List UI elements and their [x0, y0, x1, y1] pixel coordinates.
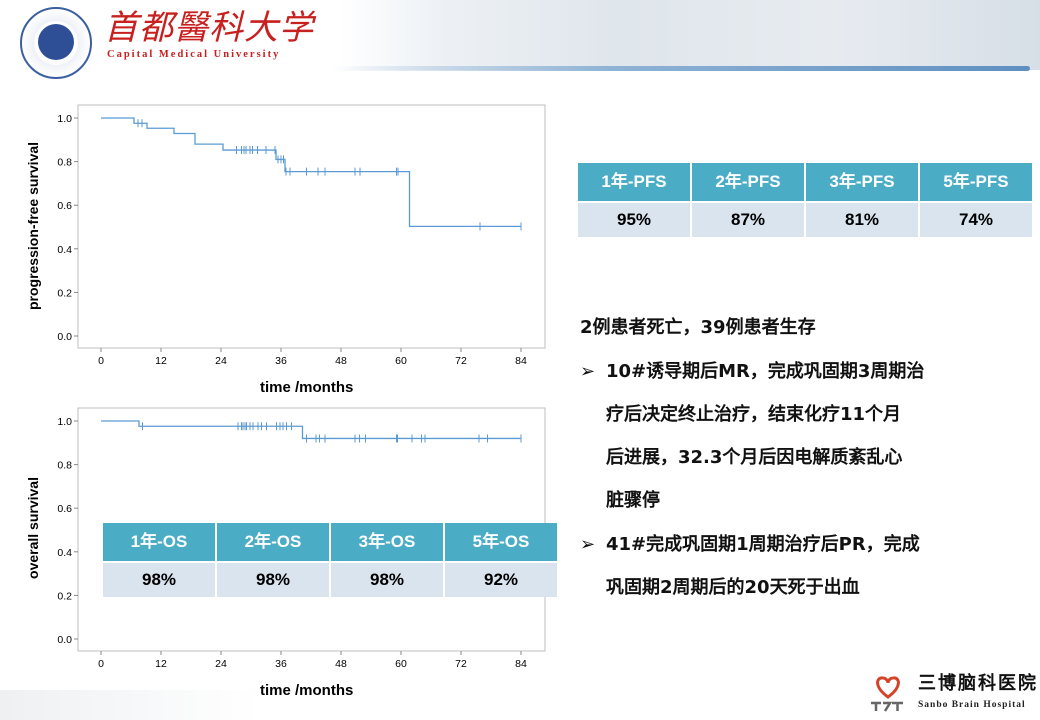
hospital-name-cn: 三博脑科医院 [918, 673, 1038, 693]
bullet-1-text: 10#诱导期后MR，完成巩固期3周期治 [606, 361, 925, 382]
x-tick-label: 24 [215, 658, 227, 670]
x-tick-label: 72 [455, 355, 467, 367]
os-table: 1年-OS 2年-OS 3年-OS 5年-OS 98% 98% 98% 92% [103, 523, 559, 597]
x-tick-label: 60 [395, 658, 407, 670]
y-tick-label: 0.2 [57, 287, 72, 299]
header-photo-banner [340, 0, 1040, 70]
y-tick-label: 1.0 [57, 416, 72, 428]
survival-curve [101, 420, 521, 440]
pfs-value-5y: 74% [919, 202, 1034, 237]
x-tick-label: 0 [98, 355, 104, 367]
y-tick-label: 0.6 [57, 200, 72, 212]
x-tick-label: 0 [98, 658, 104, 670]
survival-curve [101, 117, 521, 227]
x-tick-label: 48 [335, 355, 347, 367]
os-value-1y: 98% [103, 562, 217, 597]
sanbo-hospital-logo [871, 676, 903, 712]
os-value-5y: 92% [444, 562, 559, 597]
hospital-name-en: Sanbo Brain Hospital [918, 700, 1026, 710]
pfs-value-3y: 81% [805, 202, 920, 237]
x-tick-label: 36 [275, 355, 287, 367]
bullet-1-line-1: ➢ 10#诱导期后MR，完成巩固期3周期治 [580, 360, 924, 384]
pfs-header-2y: 2年-PFS [691, 163, 806, 203]
pfs-header-1y: 1年-PFS [578, 163, 692, 203]
bullet-1-line-3: 后进展，32.3个月后因电解质紊乱心 [606, 447, 903, 468]
header-divider [330, 66, 1030, 71]
summary-text: 2例患者死亡，39例患者生存 [580, 317, 816, 338]
pfs-x-axis-label: time /months [260, 379, 354, 396]
y-tick-label: 0.8 [57, 460, 72, 472]
x-tick-label: 72 [455, 658, 467, 670]
pfs-y-axis-label: progression-free survival [25, 141, 41, 311]
os-y-axis-label: overall survival [25, 477, 41, 579]
bullet-2-text: 41#完成巩固期1周期治疗后PR，完成 [606, 534, 920, 555]
emblem-center [38, 24, 74, 60]
os-header-2y: 2年-OS [216, 523, 331, 563]
x-tick-label: 24 [215, 355, 227, 367]
y-tick-label: 0.0 [57, 331, 72, 343]
university-name-cn: 首都醫科大学 [104, 8, 314, 48]
bullet-2-line-1: ➢ 41#完成巩固期1周期治疗后PR，完成 [580, 533, 920, 557]
y-tick-label: 0.6 [57, 503, 72, 515]
pfs-value-2y: 87% [691, 202, 806, 237]
x-tick-label: 12 [155, 658, 167, 670]
x-tick-label: 84 [515, 658, 527, 670]
pfs-value-1y: 95% [578, 202, 692, 237]
x-tick-label: 84 [515, 355, 527, 367]
y-tick-label: 0.8 [57, 157, 72, 169]
bullet-arrow-icon: ➢ [580, 361, 596, 382]
os-x-axis-label: time /months [260, 682, 354, 699]
y-tick-label: 0.4 [57, 547, 72, 559]
bullet-2-line-2: 巩固期2周期后的20天死于出血 [606, 577, 860, 598]
bullet-1-line-4: 脏骤停 [606, 490, 660, 511]
y-tick-label: 1.0 [57, 113, 72, 125]
x-tick-label: 12 [155, 355, 167, 367]
bullet-1-line-2: 疗后决定终止治疗，结束化疗11个月 [606, 404, 902, 425]
pfs-table: 1年-PFS 2年-PFS 3年-PFS 5年-PFS 95% 87% 81% … [578, 163, 1034, 237]
x-tick-label: 60 [395, 355, 407, 367]
bullet-arrow-icon: ➢ [580, 534, 596, 555]
os-header-3y: 3年-OS [330, 523, 445, 563]
os-header-1y: 1年-OS [103, 523, 217, 563]
y-tick-label: 0.0 [57, 634, 72, 646]
university-name-en: Capital Medical University [107, 49, 281, 60]
plot-frame [77, 104, 546, 349]
pfs-chart: 0 12 24 36 48 60 72 84 0.0 0.2 0.4 0.6 0.8 1.0 [57, 104, 546, 367]
x-tick-label: 36 [275, 658, 287, 670]
footer-decoration [0, 690, 260, 720]
os-value-2y: 98% [216, 562, 331, 597]
y-tick-label: 0.2 [57, 590, 72, 602]
y-tick-label: 0.4 [57, 244, 72, 256]
pfs-header-3y: 3年-PFS [805, 163, 920, 203]
x-tick-label: 48 [335, 658, 347, 670]
os-value-3y: 98% [330, 562, 445, 597]
pfs-header-5y: 5年-PFS [919, 163, 1034, 203]
university-emblem-logo [20, 7, 92, 79]
os-header-5y: 5年-OS [444, 523, 559, 563]
